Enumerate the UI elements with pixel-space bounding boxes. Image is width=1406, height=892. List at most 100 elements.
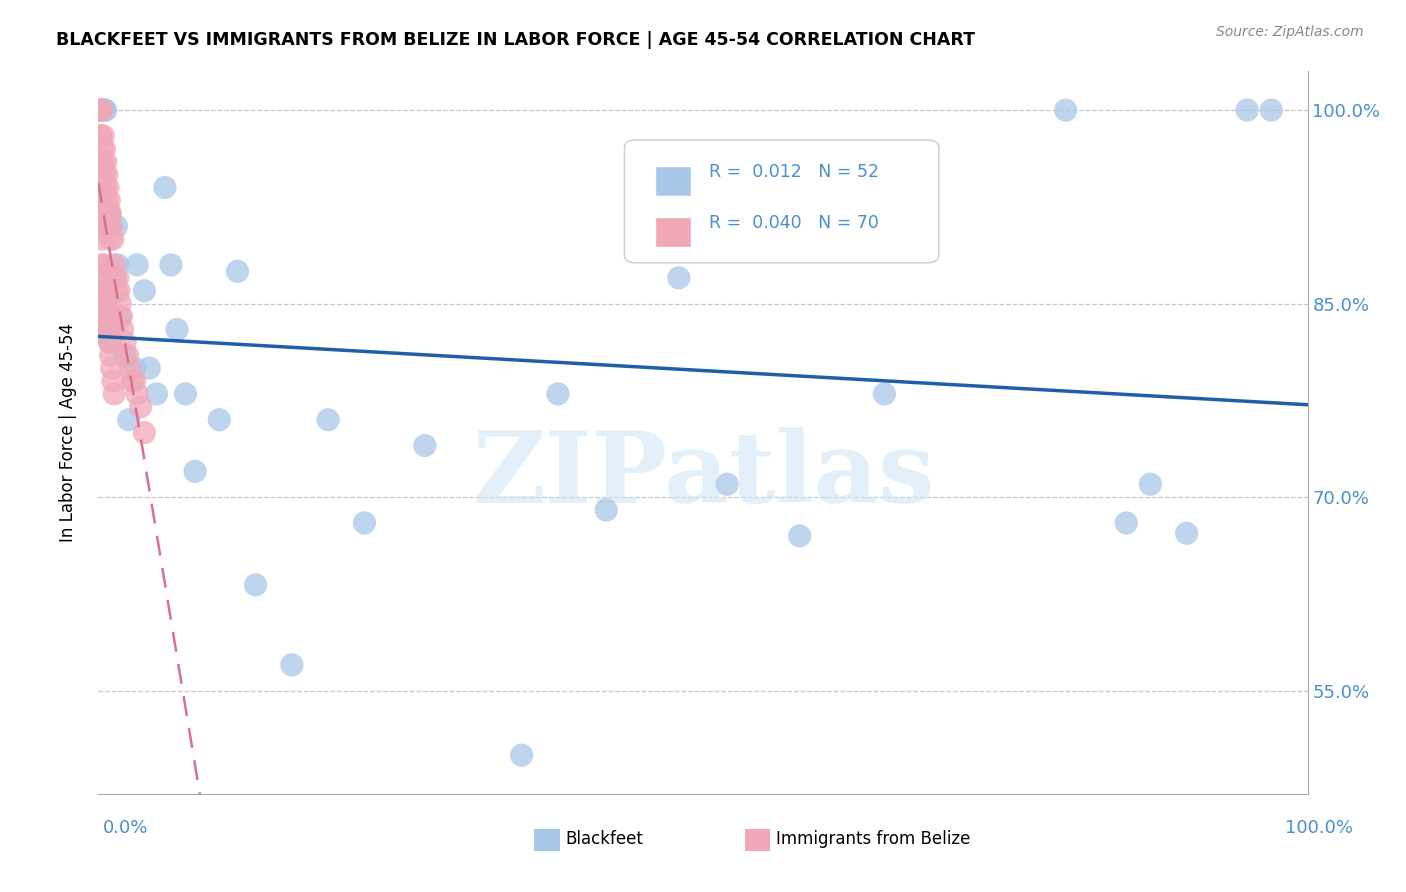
Point — [1260, 103, 1282, 117]
Point — [98, 219, 121, 234]
Point — [91, 258, 114, 272]
Point — [97, 180, 120, 194]
Point — [160, 258, 183, 272]
Point — [108, 310, 131, 324]
Text: Blackfeet: Blackfeet — [565, 830, 643, 848]
Point — [89, 128, 111, 143]
Point — [91, 103, 114, 117]
Point — [90, 154, 112, 169]
Point — [184, 464, 207, 478]
Bar — [655, 166, 690, 196]
Point — [124, 374, 146, 388]
Point — [100, 335, 122, 350]
Point — [281, 657, 304, 672]
Point — [547, 387, 569, 401]
Point — [101, 232, 124, 246]
Point — [94, 327, 117, 342]
Point — [1054, 103, 1077, 117]
Point — [91, 296, 114, 310]
Point — [118, 413, 141, 427]
Point — [97, 322, 120, 336]
Point — [91, 168, 114, 182]
Point — [118, 361, 141, 376]
Point — [124, 361, 146, 376]
Point — [138, 361, 160, 376]
Point — [100, 348, 122, 362]
Point — [96, 308, 118, 322]
Point — [134, 284, 156, 298]
Point — [134, 425, 156, 440]
Point — [107, 258, 129, 272]
Point — [91, 180, 114, 194]
Point — [91, 194, 114, 208]
Point — [97, 266, 120, 280]
Point — [91, 128, 114, 143]
Point — [97, 322, 120, 336]
Point — [89, 103, 111, 117]
Point — [129, 400, 152, 414]
Point — [94, 154, 117, 169]
Point — [91, 258, 114, 272]
Point — [316, 413, 339, 427]
Point — [91, 292, 114, 306]
Point — [789, 529, 811, 543]
Point — [96, 194, 118, 208]
Point — [94, 296, 117, 310]
Point — [94, 103, 117, 117]
Point — [110, 310, 132, 324]
Point — [1236, 103, 1258, 117]
Point — [114, 335, 136, 350]
Point — [91, 270, 114, 285]
Point — [90, 128, 112, 143]
Point — [100, 219, 122, 234]
Point — [93, 194, 115, 208]
Text: R =  0.012   N = 52: R = 0.012 N = 52 — [709, 163, 879, 181]
Point — [90, 206, 112, 220]
Bar — [655, 217, 690, 247]
Point — [94, 180, 117, 194]
Point — [121, 374, 143, 388]
Point — [166, 322, 188, 336]
Point — [127, 387, 149, 401]
Text: R =  0.040   N = 70: R = 0.040 N = 70 — [709, 214, 879, 232]
Point — [101, 268, 124, 283]
Point — [1115, 516, 1137, 530]
Point — [103, 387, 125, 401]
Point — [174, 387, 197, 401]
Point — [103, 319, 125, 334]
Point — [103, 258, 125, 272]
Point — [90, 103, 112, 117]
Point — [91, 142, 114, 156]
Point — [97, 284, 120, 298]
Point — [91, 154, 114, 169]
Point — [105, 284, 128, 298]
Point — [89, 103, 111, 117]
Point — [100, 206, 122, 220]
Point — [94, 296, 117, 310]
Point — [91, 312, 114, 326]
Point — [226, 264, 249, 278]
Point — [716, 477, 738, 491]
Y-axis label: In Labor Force | Age 45-54: In Labor Force | Age 45-54 — [59, 323, 77, 542]
Point — [98, 194, 121, 208]
Point — [91, 232, 114, 246]
Point — [873, 387, 896, 401]
Point — [105, 219, 128, 234]
Point — [245, 578, 267, 592]
Point — [114, 348, 136, 362]
Point — [93, 168, 115, 182]
Point — [208, 413, 231, 427]
Point — [91, 284, 114, 298]
Point — [93, 142, 115, 156]
Point — [91, 303, 114, 318]
Point — [111, 322, 134, 336]
Text: ZIPatlas: ZIPatlas — [472, 427, 934, 524]
Point — [107, 270, 129, 285]
Point — [100, 232, 122, 246]
Text: Immigrants from Belize: Immigrants from Belize — [776, 830, 970, 848]
Point — [353, 516, 375, 530]
Point — [93, 219, 115, 234]
Point — [90, 180, 112, 194]
Point — [108, 284, 131, 298]
Point — [145, 387, 167, 401]
